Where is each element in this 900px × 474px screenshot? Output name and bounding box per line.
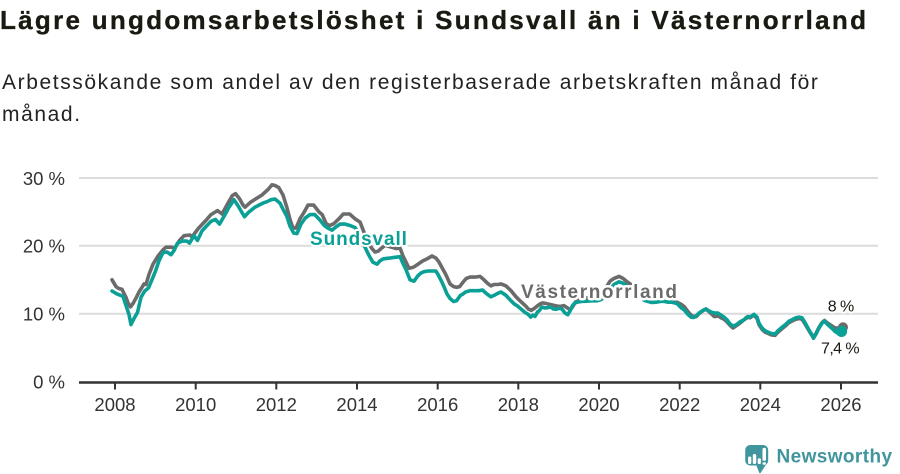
svg-text:2008: 2008 [94, 394, 135, 415]
svg-text:2016: 2016 [417, 394, 458, 415]
svg-text:Sundsvall: Sundsvall [310, 229, 408, 250]
svg-text:2010: 2010 [175, 394, 216, 415]
svg-text:2026: 2026 [820, 394, 861, 415]
svg-text:10 %: 10 % [23, 303, 65, 324]
svg-text:0 %: 0 % [33, 371, 65, 392]
svg-text:2012: 2012 [256, 394, 297, 415]
svg-text:30 %: 30 % [23, 168, 65, 189]
svg-text:Newsworthy: Newsworthy [777, 446, 893, 467]
svg-text:2018: 2018 [498, 394, 539, 415]
svg-text:Västernorrland: Västernorrland [521, 282, 679, 303]
svg-text:2024: 2024 [740, 394, 781, 415]
svg-text:2014: 2014 [336, 394, 377, 415]
svg-text:7,4 %: 7,4 % [821, 341, 859, 358]
svg-text:20 %: 20 % [23, 236, 65, 257]
svg-text:2022: 2022 [659, 394, 700, 415]
svg-text:8 %: 8 % [828, 299, 854, 316]
svg-text:2020: 2020 [578, 394, 619, 415]
